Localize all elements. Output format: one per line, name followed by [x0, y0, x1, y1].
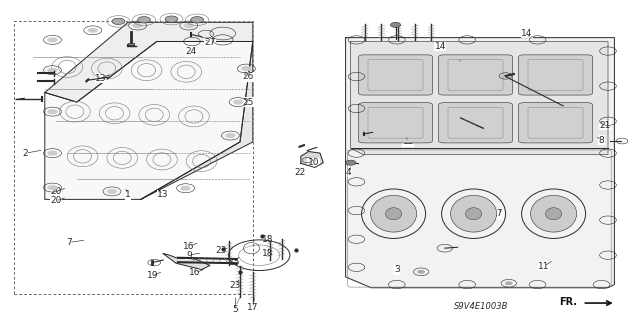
- Text: 23: 23: [230, 281, 241, 290]
- Text: 17: 17: [492, 209, 504, 218]
- Circle shape: [241, 66, 252, 71]
- Text: 17: 17: [247, 303, 259, 312]
- FancyBboxPatch shape: [518, 103, 593, 143]
- Text: 16: 16: [183, 242, 195, 251]
- Text: 27: 27: [204, 38, 216, 47]
- Text: 5: 5: [233, 305, 238, 314]
- Text: 18: 18: [262, 249, 273, 258]
- FancyBboxPatch shape: [438, 55, 513, 95]
- Text: 4: 4: [346, 168, 351, 177]
- Circle shape: [88, 28, 98, 33]
- Circle shape: [107, 189, 117, 194]
- Text: 13: 13: [157, 190, 169, 199]
- Text: 13: 13: [95, 74, 107, 83]
- Text: 1: 1: [125, 190, 131, 199]
- Text: 12: 12: [403, 137, 414, 146]
- Circle shape: [505, 281, 513, 285]
- Text: 2: 2: [23, 149, 28, 158]
- Text: 8: 8: [599, 136, 604, 145]
- Ellipse shape: [545, 208, 562, 220]
- Text: 11: 11: [538, 262, 550, 271]
- Text: S9V4E1003B: S9V4E1003B: [454, 302, 509, 311]
- Polygon shape: [301, 152, 323, 167]
- Text: 9: 9: [186, 251, 191, 260]
- FancyBboxPatch shape: [358, 55, 433, 95]
- Circle shape: [112, 18, 125, 25]
- Circle shape: [184, 23, 194, 28]
- Text: 20: 20: [50, 187, 61, 196]
- Text: 21: 21: [599, 121, 611, 130]
- Circle shape: [191, 17, 204, 23]
- Circle shape: [47, 109, 58, 114]
- Polygon shape: [351, 41, 608, 155]
- Circle shape: [165, 16, 178, 22]
- Circle shape: [47, 151, 58, 156]
- Circle shape: [47, 185, 58, 190]
- Text: 19: 19: [147, 271, 158, 280]
- Ellipse shape: [371, 195, 417, 232]
- Text: 22: 22: [294, 168, 305, 177]
- Text: 18: 18: [262, 235, 273, 244]
- Polygon shape: [346, 38, 614, 288]
- FancyBboxPatch shape: [518, 55, 593, 95]
- Text: 10: 10: [308, 158, 319, 167]
- Polygon shape: [45, 41, 253, 199]
- Polygon shape: [141, 41, 253, 199]
- Text: FR.: FR.: [559, 297, 577, 308]
- Text: 25: 25: [243, 98, 254, 107]
- Circle shape: [417, 270, 425, 274]
- Circle shape: [346, 160, 356, 165]
- Text: 6: 6: [458, 59, 463, 68]
- Circle shape: [225, 133, 236, 138]
- Circle shape: [138, 17, 150, 23]
- Text: 3: 3: [394, 265, 399, 274]
- Circle shape: [180, 186, 191, 191]
- Text: 7: 7: [67, 238, 72, 247]
- Ellipse shape: [531, 195, 577, 232]
- Ellipse shape: [451, 195, 497, 232]
- Circle shape: [47, 37, 58, 42]
- FancyBboxPatch shape: [358, 103, 433, 143]
- Text: 20: 20: [50, 197, 61, 205]
- Ellipse shape: [466, 208, 482, 220]
- Polygon shape: [163, 254, 210, 270]
- Text: 15: 15: [228, 258, 240, 267]
- Circle shape: [390, 22, 401, 27]
- Polygon shape: [45, 22, 253, 102]
- FancyBboxPatch shape: [128, 43, 134, 45]
- FancyBboxPatch shape: [438, 103, 513, 143]
- Circle shape: [132, 23, 143, 28]
- Circle shape: [233, 100, 243, 105]
- Circle shape: [47, 68, 58, 73]
- Text: 24: 24: [185, 47, 196, 56]
- Text: 14: 14: [521, 29, 532, 38]
- Text: 16: 16: [189, 268, 201, 277]
- Text: 23: 23: [215, 246, 227, 255]
- Text: 26: 26: [243, 72, 254, 81]
- FancyArrowPatch shape: [585, 301, 611, 305]
- Text: 14: 14: [435, 42, 446, 51]
- Ellipse shape: [385, 208, 402, 220]
